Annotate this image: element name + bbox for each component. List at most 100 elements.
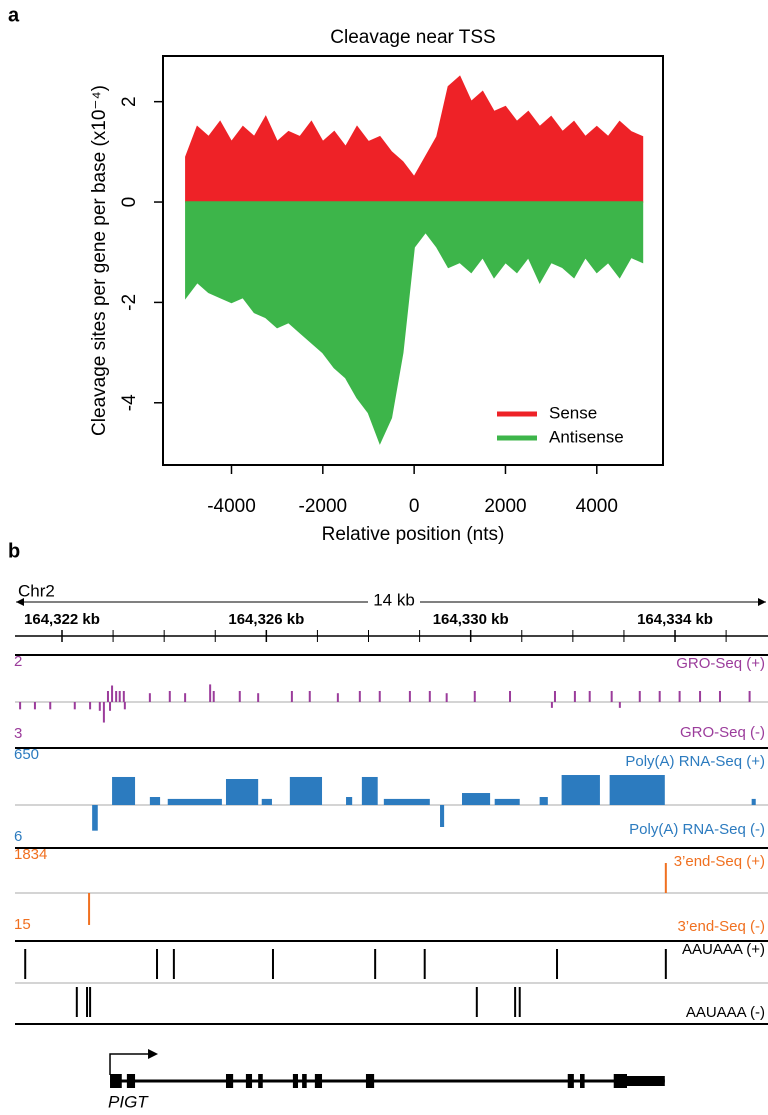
track-scale: 15	[14, 916, 31, 933]
signal-bar	[212, 691, 215, 702]
x-axis-label: Relative position (nts)	[322, 524, 505, 545]
signal-bar	[308, 691, 311, 702]
signal-bar	[638, 691, 641, 702]
x-tick-label: -2000	[299, 496, 348, 517]
signal-bar	[509, 691, 512, 702]
track-scale: 6	[14, 828, 22, 845]
chromosome: Chr2	[18, 581, 55, 600]
signal-bar	[148, 693, 151, 702]
track-name: 3’end-Seq (-)	[677, 918, 765, 935]
signal-bar	[553, 691, 556, 702]
signal-bar	[98, 702, 101, 711]
signal-bar	[92, 805, 98, 831]
exon	[365, 1074, 375, 1088]
signal-bar	[112, 776, 136, 805]
signal-bar	[658, 691, 661, 702]
x-tick-label: 164,326 kb	[228, 611, 304, 628]
signal-bar	[561, 775, 600, 805]
signal-bar	[358, 691, 361, 702]
track-scale: 3	[14, 725, 22, 742]
track-scale: 1834	[14, 846, 47, 863]
signal-bar	[19, 702, 22, 710]
signal-bar	[111, 685, 114, 702]
track-name: Poly(A) RNA-Seq (+)	[625, 753, 765, 770]
plot-frame	[162, 55, 664, 466]
signal-bar	[49, 702, 52, 710]
signal-bar	[336, 693, 339, 702]
signal-bar	[588, 691, 591, 702]
exon	[292, 1074, 299, 1088]
signal-bar	[378, 691, 381, 702]
signal-bar	[664, 863, 667, 893]
legend-label: Antisense	[549, 427, 624, 446]
exon	[567, 1074, 574, 1088]
signal-bar	[539, 797, 548, 805]
signal-bar	[123, 702, 126, 710]
signal-bar	[33, 702, 36, 710]
x-tick-label: 0	[409, 496, 420, 517]
signal-bar	[748, 691, 751, 702]
signal-bar	[751, 798, 756, 805]
panel-label: b	[8, 540, 20, 562]
exon	[245, 1074, 253, 1088]
y-tick-label: 2	[119, 96, 140, 107]
signal-bar	[109, 702, 112, 711]
signal-bar	[610, 691, 613, 702]
signal-bar	[89, 702, 92, 710]
signal-bar	[184, 693, 187, 702]
signal-bar	[550, 702, 553, 708]
signal-bar	[473, 691, 476, 702]
panel-label: a	[8, 4, 20, 26]
tss-arrow-head	[148, 1049, 159, 1059]
signal-bar	[494, 798, 520, 805]
span-label-bg	[368, 592, 420, 610]
signal-bar	[678, 691, 681, 702]
track-name: AAUAAA (-)	[686, 1004, 765, 1021]
x-tick-label: -4000	[207, 496, 256, 517]
x-tick-label: 4000	[576, 496, 618, 517]
signal-bar	[118, 691, 121, 702]
signal-bar	[209, 684, 212, 702]
signal-bar	[383, 798, 430, 805]
exon	[258, 1074, 263, 1088]
x-tick-label: 164,322 kb	[24, 611, 100, 628]
x-tick-label: 164,334 kb	[637, 611, 713, 628]
utr	[627, 1076, 665, 1086]
signal-bar	[261, 798, 272, 805]
y-tick-label: 0	[119, 197, 140, 208]
legend-label: Sense	[549, 403, 597, 422]
y-tick-label: -4	[119, 394, 140, 411]
signal-bar	[361, 776, 378, 805]
signal-bar	[408, 691, 411, 702]
signal-bar	[290, 691, 293, 702]
signal-bar	[346, 797, 353, 805]
signal-bar	[445, 693, 448, 702]
signal-bar	[168, 691, 171, 702]
tss-arrow	[109, 1053, 151, 1075]
exon	[580, 1074, 585, 1088]
signal-bar	[238, 691, 241, 702]
exon	[613, 1074, 628, 1088]
signal-bar	[225, 779, 259, 805]
signal-bar	[167, 798, 222, 805]
track-scale: 2	[14, 653, 22, 670]
exon	[314, 1074, 323, 1088]
area	[185, 201, 644, 445]
x-tick-label: 164,330 kb	[433, 611, 509, 628]
track-name: GRO-Seq (-)	[680, 724, 765, 741]
signal-bar	[73, 702, 76, 710]
gene-name: PIGT	[108, 1092, 149, 1111]
signal-bar	[461, 793, 491, 805]
signal-bar	[699, 691, 702, 702]
x-tick-label: 2000	[484, 496, 526, 517]
signal-bar	[115, 691, 118, 702]
track-name: GRO-Seq (+)	[676, 655, 765, 672]
area	[185, 75, 644, 203]
track-name: AAUAAA (+)	[682, 941, 765, 958]
y-axis-label: Cleavage sites per gene per base (x10⁻⁴)	[89, 85, 110, 436]
signal-bar	[149, 797, 161, 805]
chart-title: Cleavage near TSS	[330, 27, 495, 48]
signal-bar	[88, 893, 91, 925]
exon	[225, 1074, 234, 1088]
